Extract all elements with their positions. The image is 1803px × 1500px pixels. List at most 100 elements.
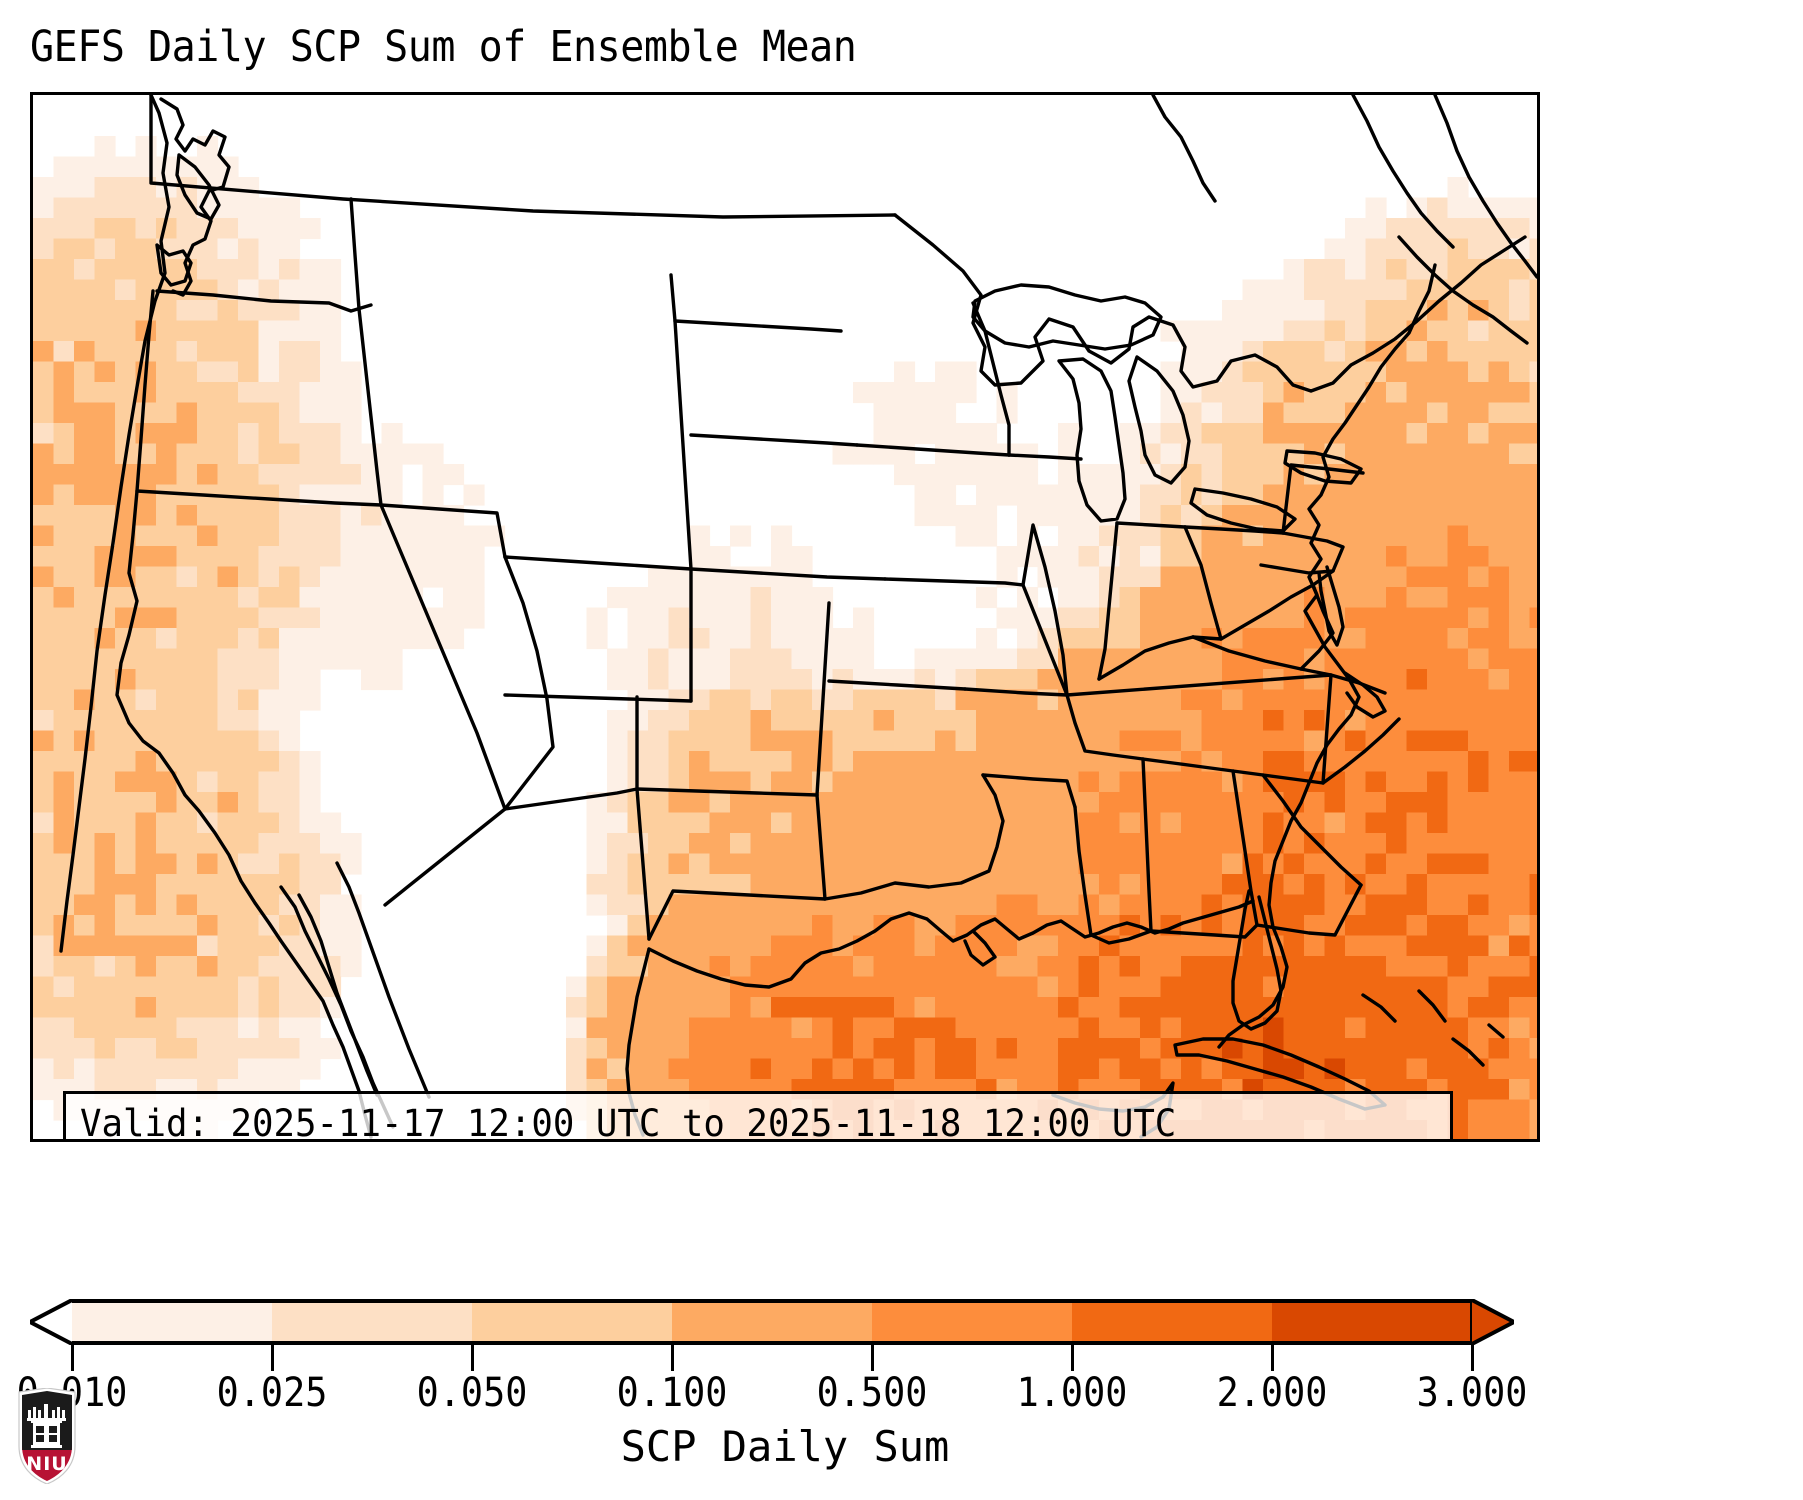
- scp-grid-cell: [812, 874, 834, 896]
- scp-grid-cell: [607, 833, 629, 855]
- scp-grid-cell: [94, 238, 116, 260]
- scp-grid-cell: [1447, 853, 1469, 875]
- scp-grid-cell: [156, 853, 178, 875]
- scp-grid-cell: [1386, 320, 1408, 342]
- scp-grid-cell: [1406, 730, 1428, 752]
- scp-grid-cell: [238, 997, 260, 1019]
- scp-grid-cell: [1529, 320, 1537, 342]
- scp-grid-cell: [1324, 587, 1346, 609]
- scp-grid-cell: [586, 792, 608, 814]
- scp-grid-cell: [258, 279, 280, 301]
- scp-grid-cell: [1099, 607, 1121, 629]
- scp-grid-cell: [279, 587, 301, 609]
- scp-grid-cell: [176, 648, 198, 670]
- scp-grid-cell: [668, 730, 690, 752]
- scp-grid-cell: [33, 423, 55, 445]
- scp-grid-cell: [443, 525, 465, 547]
- scp-grid-cell: [1386, 218, 1408, 240]
- scp-grid-cell: [1488, 423, 1510, 445]
- scp-grid-cell: [381, 628, 403, 650]
- scp-grid-cell: [1488, 402, 1510, 424]
- scp-grid-cell: [1447, 177, 1469, 199]
- scp-grid-cell: [1201, 505, 1223, 527]
- scp-grid-cell: [1283, 402, 1305, 424]
- scp-grid-cell: [53, 402, 75, 424]
- scp-grid-cell: [668, 587, 690, 609]
- scp-grid-cell: [627, 710, 649, 732]
- scp-grid-cell: [1468, 874, 1490, 896]
- scp-grid-cell: [853, 956, 875, 978]
- scp-grid-cell: [1427, 505, 1449, 527]
- scp-grid-cell: [1345, 382, 1367, 404]
- scp-grid-cell: [258, 976, 280, 998]
- scp-grid-cell: [853, 689, 875, 711]
- scp-grid-cell: [74, 423, 96, 445]
- scp-grid-cell: [1345, 648, 1367, 670]
- scp-grid-cell: [791, 1017, 813, 1039]
- scp-grid-cell: [299, 546, 321, 568]
- scp-grid-cell: [1529, 751, 1537, 773]
- scp-grid-cell: [1078, 505, 1100, 527]
- scp-grid-cell: [668, 566, 690, 588]
- scp-grid-cell: [1468, 320, 1490, 342]
- scp-grid-cell: [135, 710, 157, 732]
- scp-grid-cell: [156, 259, 178, 281]
- scp-grid-cell: [1488, 935, 1510, 957]
- scp-grid-cell: [1365, 689, 1387, 711]
- scp-grid-cell: [1324, 259, 1346, 281]
- scp-grid-cell: [730, 710, 752, 732]
- scp-grid-cell: [976, 443, 998, 465]
- scp-grid-cell: [197, 587, 219, 609]
- scp-grid-cell: [1304, 812, 1326, 834]
- scp-grid-cell: [361, 443, 383, 465]
- scp-grid-cell: [791, 546, 813, 568]
- scp-grid-cell: [197, 341, 219, 363]
- scp-grid-cell: [1201, 607, 1223, 629]
- scp-grid-cell: [33, 894, 55, 916]
- scp-grid-cell: [1304, 874, 1326, 896]
- scp-grid-cell: [1468, 1017, 1490, 1039]
- scp-grid-cell: [853, 833, 875, 855]
- scp-grid-cell: [1263, 546, 1285, 568]
- scp-grid-cell: [1017, 751, 1039, 773]
- scp-grid-cell: [1529, 853, 1537, 875]
- scp-grid-cell: [894, 669, 916, 691]
- scp-grid-cell: [1181, 587, 1203, 609]
- scp-grid-cell: [156, 771, 178, 793]
- scp-grid-cell: [1488, 1079, 1510, 1101]
- scp-grid-cell: [976, 997, 998, 1019]
- scp-grid-cell: [1345, 812, 1367, 834]
- scp-grid-cell: [1058, 443, 1080, 465]
- scp-grid-cell: [1447, 771, 1469, 793]
- scp-grid-cell: [1263, 874, 1285, 896]
- scp-grid-cell: [1386, 648, 1408, 670]
- scp-grid-cell: [217, 279, 239, 301]
- scp-grid-cell: [1509, 853, 1531, 875]
- scp-grid-cell: [1529, 669, 1537, 691]
- scp-grid-cell: [115, 505, 137, 527]
- scp-grid-cell: [1427, 812, 1449, 834]
- scp-grid-cell: [258, 361, 280, 383]
- scp-grid-cell: [115, 628, 137, 650]
- scp-grid-cell: [1488, 279, 1510, 301]
- scp-grid-cell: [115, 587, 137, 609]
- scp-grid-cell: [1119, 505, 1141, 527]
- scp-grid-cell: [709, 669, 731, 691]
- scp-grid-cell: [176, 689, 198, 711]
- scp-grid-cell: [1447, 956, 1469, 978]
- niu-logo-text: NIU: [26, 1453, 67, 1475]
- scp-grid-cell: [1017, 669, 1039, 691]
- scp-grid-cell: [1427, 259, 1449, 281]
- scp-grid-cell: [832, 1017, 854, 1039]
- scp-grid-cell: [627, 648, 649, 670]
- scp-grid-cell: [1324, 382, 1346, 404]
- scp-grid-cell: [1324, 751, 1346, 773]
- scp-grid-cell: [238, 218, 260, 240]
- scp-grid-cell: [94, 935, 116, 957]
- scp-grid-cell: [1119, 976, 1141, 998]
- scp-grid-cell: [1263, 1017, 1285, 1039]
- scp-grid-cell: [53, 751, 75, 773]
- scp-grid-cell: [33, 443, 55, 465]
- scp-grid-cell: [1529, 464, 1537, 486]
- scp-grid-cell: [135, 341, 157, 363]
